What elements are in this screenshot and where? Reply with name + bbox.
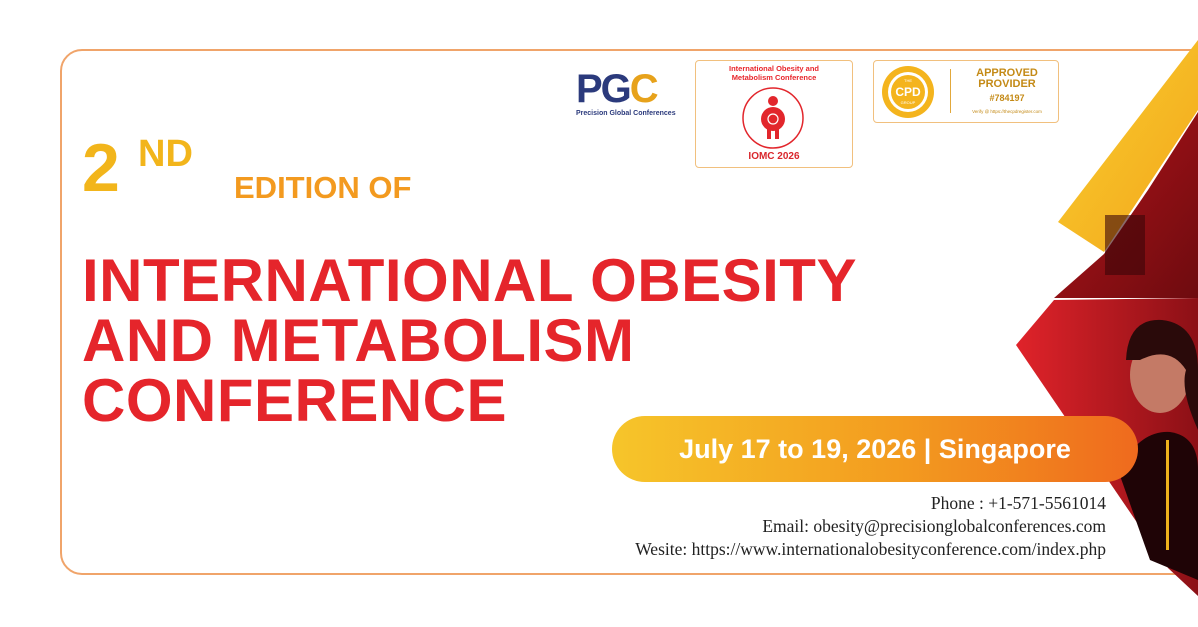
- pgc-logo-letters: PGC: [576, 67, 659, 111]
- banner-card: [60, 49, 1198, 575]
- obesity-figure-icon: [742, 87, 804, 149]
- iomc-logo-code: IOMC 2026: [748, 151, 800, 162]
- pgc-letters-pg: PG: [576, 67, 632, 111]
- title-line: INTERNATIONAL OBESITY: [82, 247, 857, 314]
- pgc-logo: PGC Precision Global Conferences: [576, 68, 676, 122]
- title-line: AND METABOLISM: [82, 307, 635, 374]
- cpd-provider-number: #784197: [989, 93, 1025, 103]
- edition-number: 2: [82, 130, 120, 206]
- pgc-logo-subtitle: Precision Global Conferences: [576, 110, 676, 117]
- iomc-logo: International Obesity and Metabolism Con…: [695, 60, 853, 168]
- date-location-pill: July 17 to 19, 2026 | Singapore: [612, 416, 1138, 482]
- contact-email: Email: obesity@precisionglobalconference…: [762, 516, 1106, 536]
- contact-phone: Phone : +1-571-5561014: [930, 493, 1106, 513]
- contact-website: Wesite: https://www.internationalobesity…: [635, 539, 1106, 559]
- contact-info: Phone : +1-571-5561014 Email: obesity@pr…: [635, 492, 1106, 561]
- date-location-text: July 17 to 19, 2026 | Singapore: [679, 434, 1071, 464]
- conference-title: INTERNATIONAL OBESITY AND METABOLISM CON…: [82, 251, 1002, 431]
- cpd-divider: [950, 69, 951, 113]
- cpd-badge-top: THE: [904, 78, 912, 83]
- iomc-logo-title: International Obesity and Metabolism Con…: [728, 64, 819, 82]
- edition-suffix: ND: [138, 133, 193, 175]
- cpd-badge-bottom: GROUP: [901, 100, 916, 105]
- edition-of-label: EDITION OF: [234, 170, 412, 205]
- title-line: CONFERENCE: [82, 367, 508, 434]
- cpd-approved-provider-logo: THE CPD GROUP APPROVED PROVIDER #784197 …: [873, 60, 1059, 123]
- cpd-verify-text: Verify @ https://thecpdregister.com: [972, 109, 1042, 114]
- cpd-badge-mid: CPD: [895, 85, 921, 99]
- pgc-letter-c: C: [629, 67, 659, 111]
- cpd-badge-icon: THE CPD GROUP: [882, 66, 934, 118]
- cpd-approved-text: APPROVED PROVIDER: [976, 67, 1038, 90]
